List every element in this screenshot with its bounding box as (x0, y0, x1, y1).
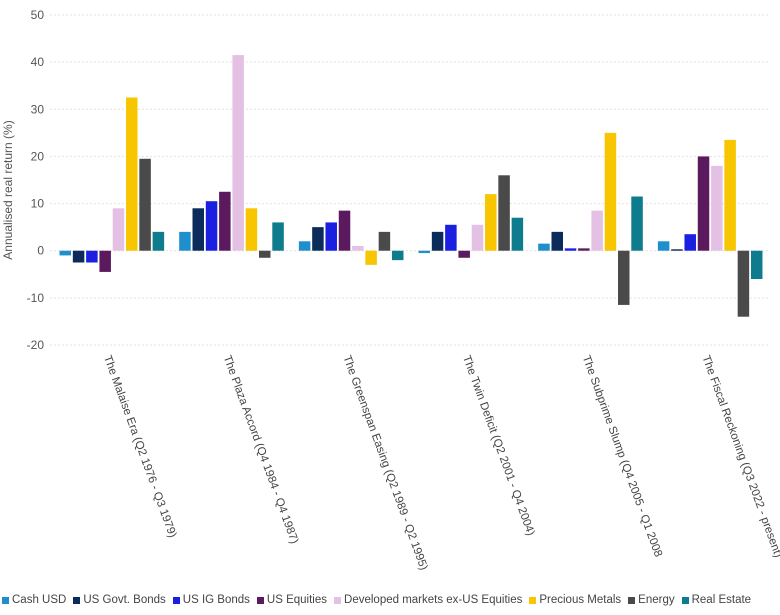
legend-item: US IG Bonds (172, 594, 250, 606)
y-tick-label: -20 (27, 338, 45, 352)
bar (391, 250, 404, 261)
legend-item: Cash USD (2, 594, 66, 606)
legend-label: Energy (638, 594, 675, 606)
bar (711, 165, 723, 251)
bar (564, 248, 577, 251)
bar (671, 249, 683, 251)
legend-swatch (172, 596, 180, 604)
y-tick-label: 50 (31, 8, 45, 22)
bar (431, 231, 444, 251)
y-axis-label: Annualised real return (%) (1, 120, 15, 259)
bar (551, 231, 563, 251)
x-category-label: The Subprime Slump (Q4 2005 - Q1 2008 (580, 354, 664, 559)
legend-item: US Equities (256, 594, 328, 606)
bar (684, 234, 696, 251)
legend-label: Real Estate (691, 594, 752, 606)
bar (498, 175, 510, 251)
legend-item: Energy (628, 594, 675, 606)
bar (139, 158, 151, 251)
x-category-label: The Fiscal Reckoning (Q3 2022 - present) (699, 354, 780, 559)
legend-label: US IG Bonds (182, 594, 250, 606)
bar (750, 250, 763, 279)
bar (232, 55, 244, 251)
bar (458, 250, 470, 258)
y-tick-label: 30 (31, 102, 45, 116)
bar (418, 250, 431, 254)
bar (312, 227, 324, 251)
bar (538, 243, 550, 251)
bar (485, 194, 497, 251)
bar (112, 208, 125, 251)
legend-item: Precious Metals (529, 594, 621, 606)
bar (72, 250, 85, 263)
legend-swatch (2, 596, 9, 604)
bar (352, 246, 364, 251)
y-tick-label: 10 (31, 197, 45, 211)
legend-label: US Equities (266, 594, 328, 606)
bar (86, 250, 98, 263)
bar (657, 241, 670, 251)
bar (272, 222, 284, 251)
x-axis-category-labels: The Malaise Era (Q2 1976 - Q3 1979) The P… (101, 354, 780, 572)
legend-swatch (628, 596, 636, 604)
x-category-label: The Malaise Era (Q2 1976 - Q3 1979) (101, 354, 178, 540)
y-axis-ticks: -20 -10 0 10 20 30 40 50 (27, 8, 45, 352)
bar (618, 250, 630, 305)
legend-item: Real Estate (681, 594, 752, 606)
legend: Cash USD US Govt. Bonds US IG Bonds US Equi… (2, 594, 751, 606)
bar (378, 231, 391, 251)
bar (631, 196, 643, 251)
y-tick-label: -10 (27, 291, 45, 305)
bar (697, 156, 710, 251)
legend-item: Developed markets ex-US Equities (334, 594, 522, 606)
legend-swatch (681, 596, 689, 604)
legend-swatch (256, 596, 264, 604)
bar (99, 250, 111, 272)
bar (724, 139, 736, 251)
bar (365, 250, 377, 265)
legend-item: US Govt. Bonds (73, 594, 166, 606)
bar (259, 250, 271, 258)
bar (245, 208, 258, 251)
bar (604, 132, 617, 251)
legend-swatch (529, 596, 537, 604)
legend-swatch (73, 596, 81, 604)
y-tick-label: 40 (31, 55, 45, 69)
bar (219, 191, 231, 251)
y-tick-label: 0 (37, 244, 44, 258)
bar (205, 201, 218, 251)
bar (192, 208, 204, 251)
bar (298, 241, 311, 251)
bar (179, 231, 191, 251)
y-tick-label: 20 (31, 149, 45, 163)
bar (591, 210, 603, 251)
bar (59, 250, 72, 256)
legend-label: Cash USD (12, 594, 67, 606)
bar (152, 231, 165, 251)
bar (471, 224, 484, 251)
bars (59, 55, 763, 317)
bar (126, 97, 138, 251)
legend-label: Precious Metals (539, 594, 622, 606)
legend-label: US Govt. Bonds (83, 594, 166, 606)
bar (737, 250, 750, 317)
bar (338, 210, 351, 251)
bar (325, 222, 337, 251)
x-category-label: The Plaza Accord (Q4 1984 - Q4 1987) (221, 354, 301, 546)
legend-label: Developed markets ex-US Equities (344, 594, 523, 606)
x-category-label: The Twin Deficit (Q2 2001 - Q4 2004) (460, 354, 537, 538)
bar (511, 217, 524, 251)
bar (578, 248, 590, 251)
gridlines (50, 14, 768, 346)
bar (445, 224, 457, 251)
legend-swatch (334, 596, 342, 604)
x-category-label: The Greenspan Easing (Q2 1989 - Q2 1995) (340, 354, 429, 572)
